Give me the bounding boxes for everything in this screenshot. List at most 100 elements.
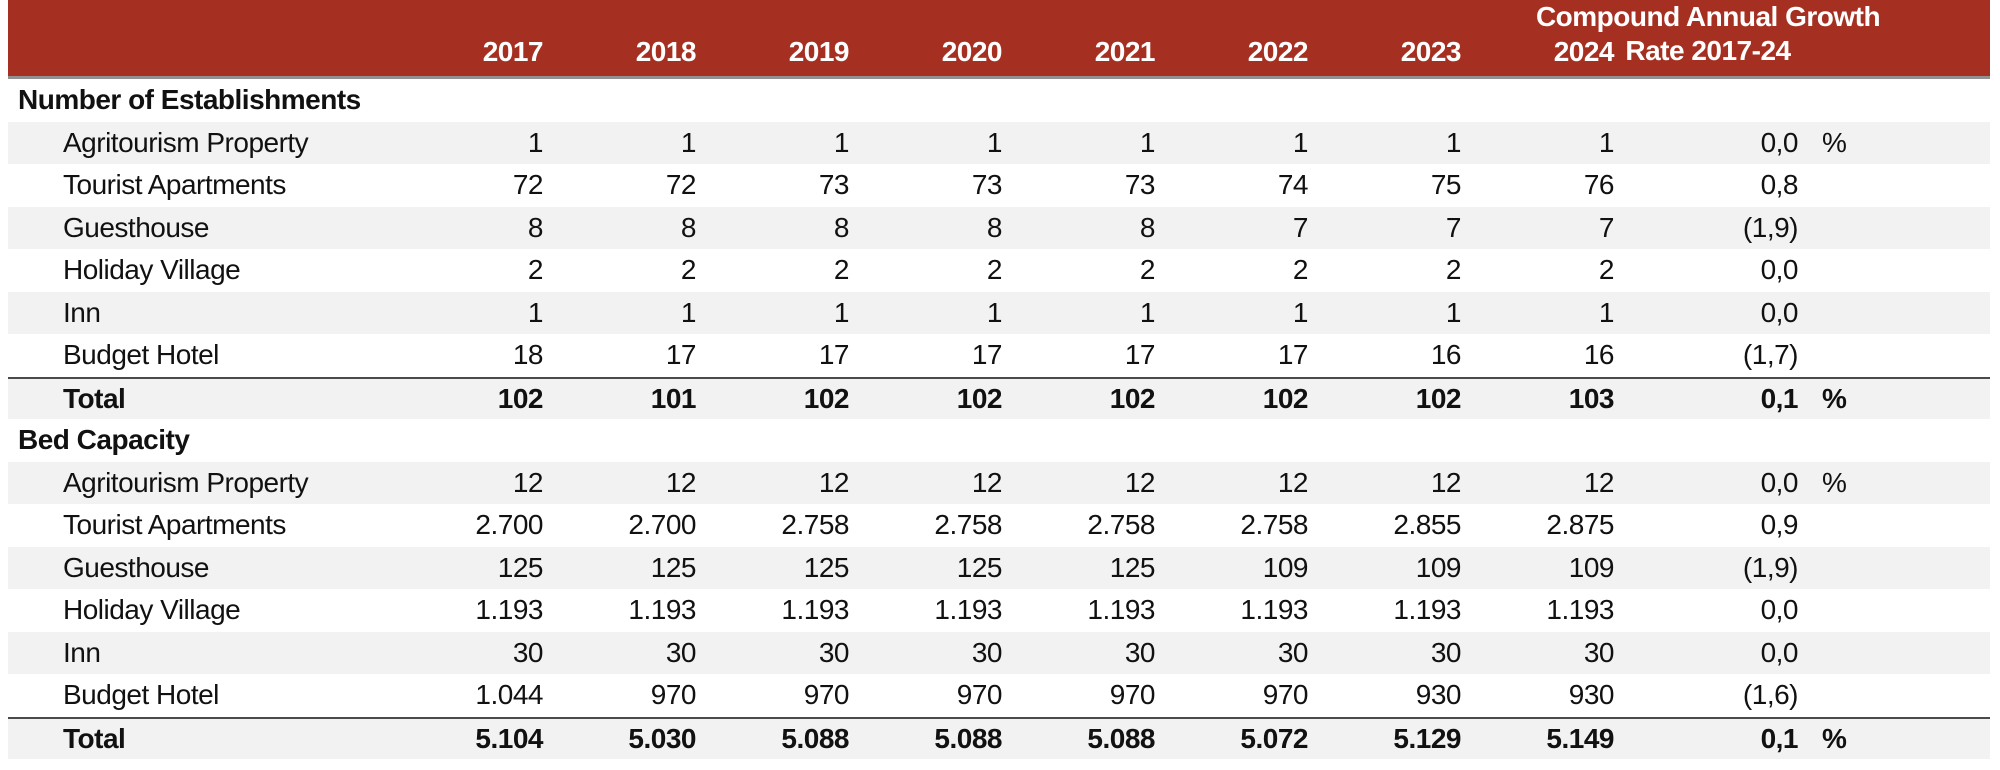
cagr-value: (1,9) <box>1742 551 1799 583</box>
section-title: Number of Establishments <box>18 84 361 116</box>
year-value: 17 <box>665 339 697 371</box>
cagr-header-line2: Rate 2017-24 <box>1625 35 1791 66</box>
year-value: 970 <box>956 679 1003 711</box>
table-row: Inn 1 1 1 1 1 1 1 1 0,0 <box>8 291 1990 334</box>
year-value: 12 <box>512 466 544 498</box>
table-row: Guesthouse 8 8 8 8 8 7 7 7 (1,9) <box>8 206 1990 249</box>
year-value: 8 <box>527 211 544 243</box>
year-value: 2.758 <box>1087 509 1155 541</box>
year-value: 1 <box>1292 296 1309 328</box>
year-value: 30 <box>1124 636 1156 668</box>
total-year-value: 102 <box>956 382 1003 414</box>
total-year-value: 5.104 <box>475 722 543 754</box>
year-value: 970 <box>650 679 697 711</box>
year-value: 12 <box>1430 466 1462 498</box>
year-value: 1 <box>680 126 697 158</box>
section-title: Bed Capacity <box>18 424 190 456</box>
table-row: Guesthouse 125 125 125 125 125 109 109 109 (1,9) <box>8 546 1990 589</box>
year-value: 72 <box>512 169 544 201</box>
year-value: 7 <box>1292 211 1309 243</box>
year-value: 17 <box>1124 339 1156 371</box>
cagr-value: 0,0 <box>1760 296 1799 328</box>
row-label: Inn <box>63 296 101 328</box>
year-value: 1 <box>680 296 697 328</box>
year-value: 1.193 <box>1087 594 1155 626</box>
year-value: 2 <box>527 254 544 286</box>
year-value: 12 <box>1583 466 1615 498</box>
total-year-value: 5.030 <box>628 722 696 754</box>
table-row: Agritourism Property 12 12 12 12 12 12 12 12 0,0% <box>8 461 1990 504</box>
year-value: 8 <box>1139 211 1156 243</box>
year-value: 30 <box>1430 636 1462 668</box>
year-value: 12 <box>818 466 850 498</box>
total-cagr-value: 0,1 <box>1760 382 1799 414</box>
year-value: 1.193 <box>1546 594 1614 626</box>
total-year-value: 102 <box>1262 382 1309 414</box>
total-year-value: 102 <box>497 382 544 414</box>
year-value: 109 <box>1415 551 1462 583</box>
year-value: 30 <box>1583 636 1615 668</box>
year-value: 16 <box>1583 339 1615 371</box>
year-value: 1.193 <box>1240 594 1308 626</box>
year-value: 1.193 <box>934 594 1002 626</box>
total-year-value: 5.088 <box>1087 722 1155 754</box>
year-value: 12 <box>1124 466 1156 498</box>
row-label: Budget Hotel <box>63 339 219 371</box>
year-value: 1.193 <box>781 594 849 626</box>
section-header-row: Bed Capacity <box>8 419 1990 462</box>
row-label: Tourist Apartments <box>63 509 286 541</box>
cagr-value: 0,0 <box>1760 254 1799 286</box>
cagr-value: 0,8 <box>1760 169 1799 201</box>
year-value: 125 <box>650 551 697 583</box>
total-label: Total <box>63 722 126 754</box>
year-value: 8 <box>986 211 1003 243</box>
year-value: 1 <box>986 296 1003 328</box>
cagr-header-line1: Compound Annual Growth <box>1535 1 1881 32</box>
cagr-column-header: Compound Annual Growth Rate 2017-24 <box>1536 0 1881 76</box>
year-value: 75 <box>1430 169 1462 201</box>
section-header-row: Number of Establishments <box>8 79 1990 122</box>
row-label: Agritourism Property <box>63 466 309 498</box>
year-value: 72 <box>665 169 697 201</box>
percent-unit: % <box>1822 466 1847 498</box>
year-value: 12 <box>665 466 697 498</box>
year-column-header: 2019 <box>788 36 850 67</box>
cagr-value: 0,0 <box>1760 466 1799 498</box>
cagr-value: (1,9) <box>1742 211 1799 243</box>
cagr-value: 0,9 <box>1760 509 1799 541</box>
table-row: Tourist Apartments 72 72 73 73 73 74 75 76 0,8 <box>8 164 1990 207</box>
year-value: 73 <box>818 169 850 201</box>
year-column-header: 2022 <box>1247 36 1309 67</box>
year-value: 930 <box>1568 679 1615 711</box>
year-value: 1 <box>527 126 544 158</box>
growth-statistics-table: 2017 2018 2019 2020 2021 2022 2023 2024 … <box>8 0 1990 759</box>
row-label: Budget Hotel <box>63 679 219 711</box>
cagr-value: 0,0 <box>1760 636 1799 668</box>
total-year-value: 5.149 <box>1546 722 1614 754</box>
year-value: 2 <box>1598 254 1615 286</box>
total-year-value: 103 <box>1568 382 1615 414</box>
year-value: 970 <box>803 679 850 711</box>
table-row: Budget Hotel 1.044 970 970 970 970 970 930 930 (1… <box>8 674 1990 717</box>
year-value: 970 <box>1109 679 1156 711</box>
year-value: 930 <box>1415 679 1462 711</box>
year-value: 970 <box>1262 679 1309 711</box>
total-year-value: 101 <box>650 382 697 414</box>
year-value: 125 <box>497 551 544 583</box>
cagr-value: 0,0 <box>1760 594 1799 626</box>
year-value: 1 <box>1292 126 1309 158</box>
percent-unit: % <box>1822 382 1847 414</box>
year-value: 2 <box>833 254 850 286</box>
cagr-value: (1,6) <box>1742 679 1799 711</box>
year-value: 109 <box>1262 551 1309 583</box>
year-value: 2 <box>986 254 1003 286</box>
year-value: 1.193 <box>628 594 696 626</box>
year-value: 2.855 <box>1393 509 1461 541</box>
year-value: 2.758 <box>1240 509 1308 541</box>
header-percent-spacer <box>1800 68 1990 76</box>
year-value: 73 <box>971 169 1003 201</box>
row-label: Holiday Village <box>63 254 241 286</box>
total-label: Total <box>63 382 126 414</box>
year-value: 1 <box>833 296 850 328</box>
row-label: Tourist Apartments <box>63 169 286 201</box>
